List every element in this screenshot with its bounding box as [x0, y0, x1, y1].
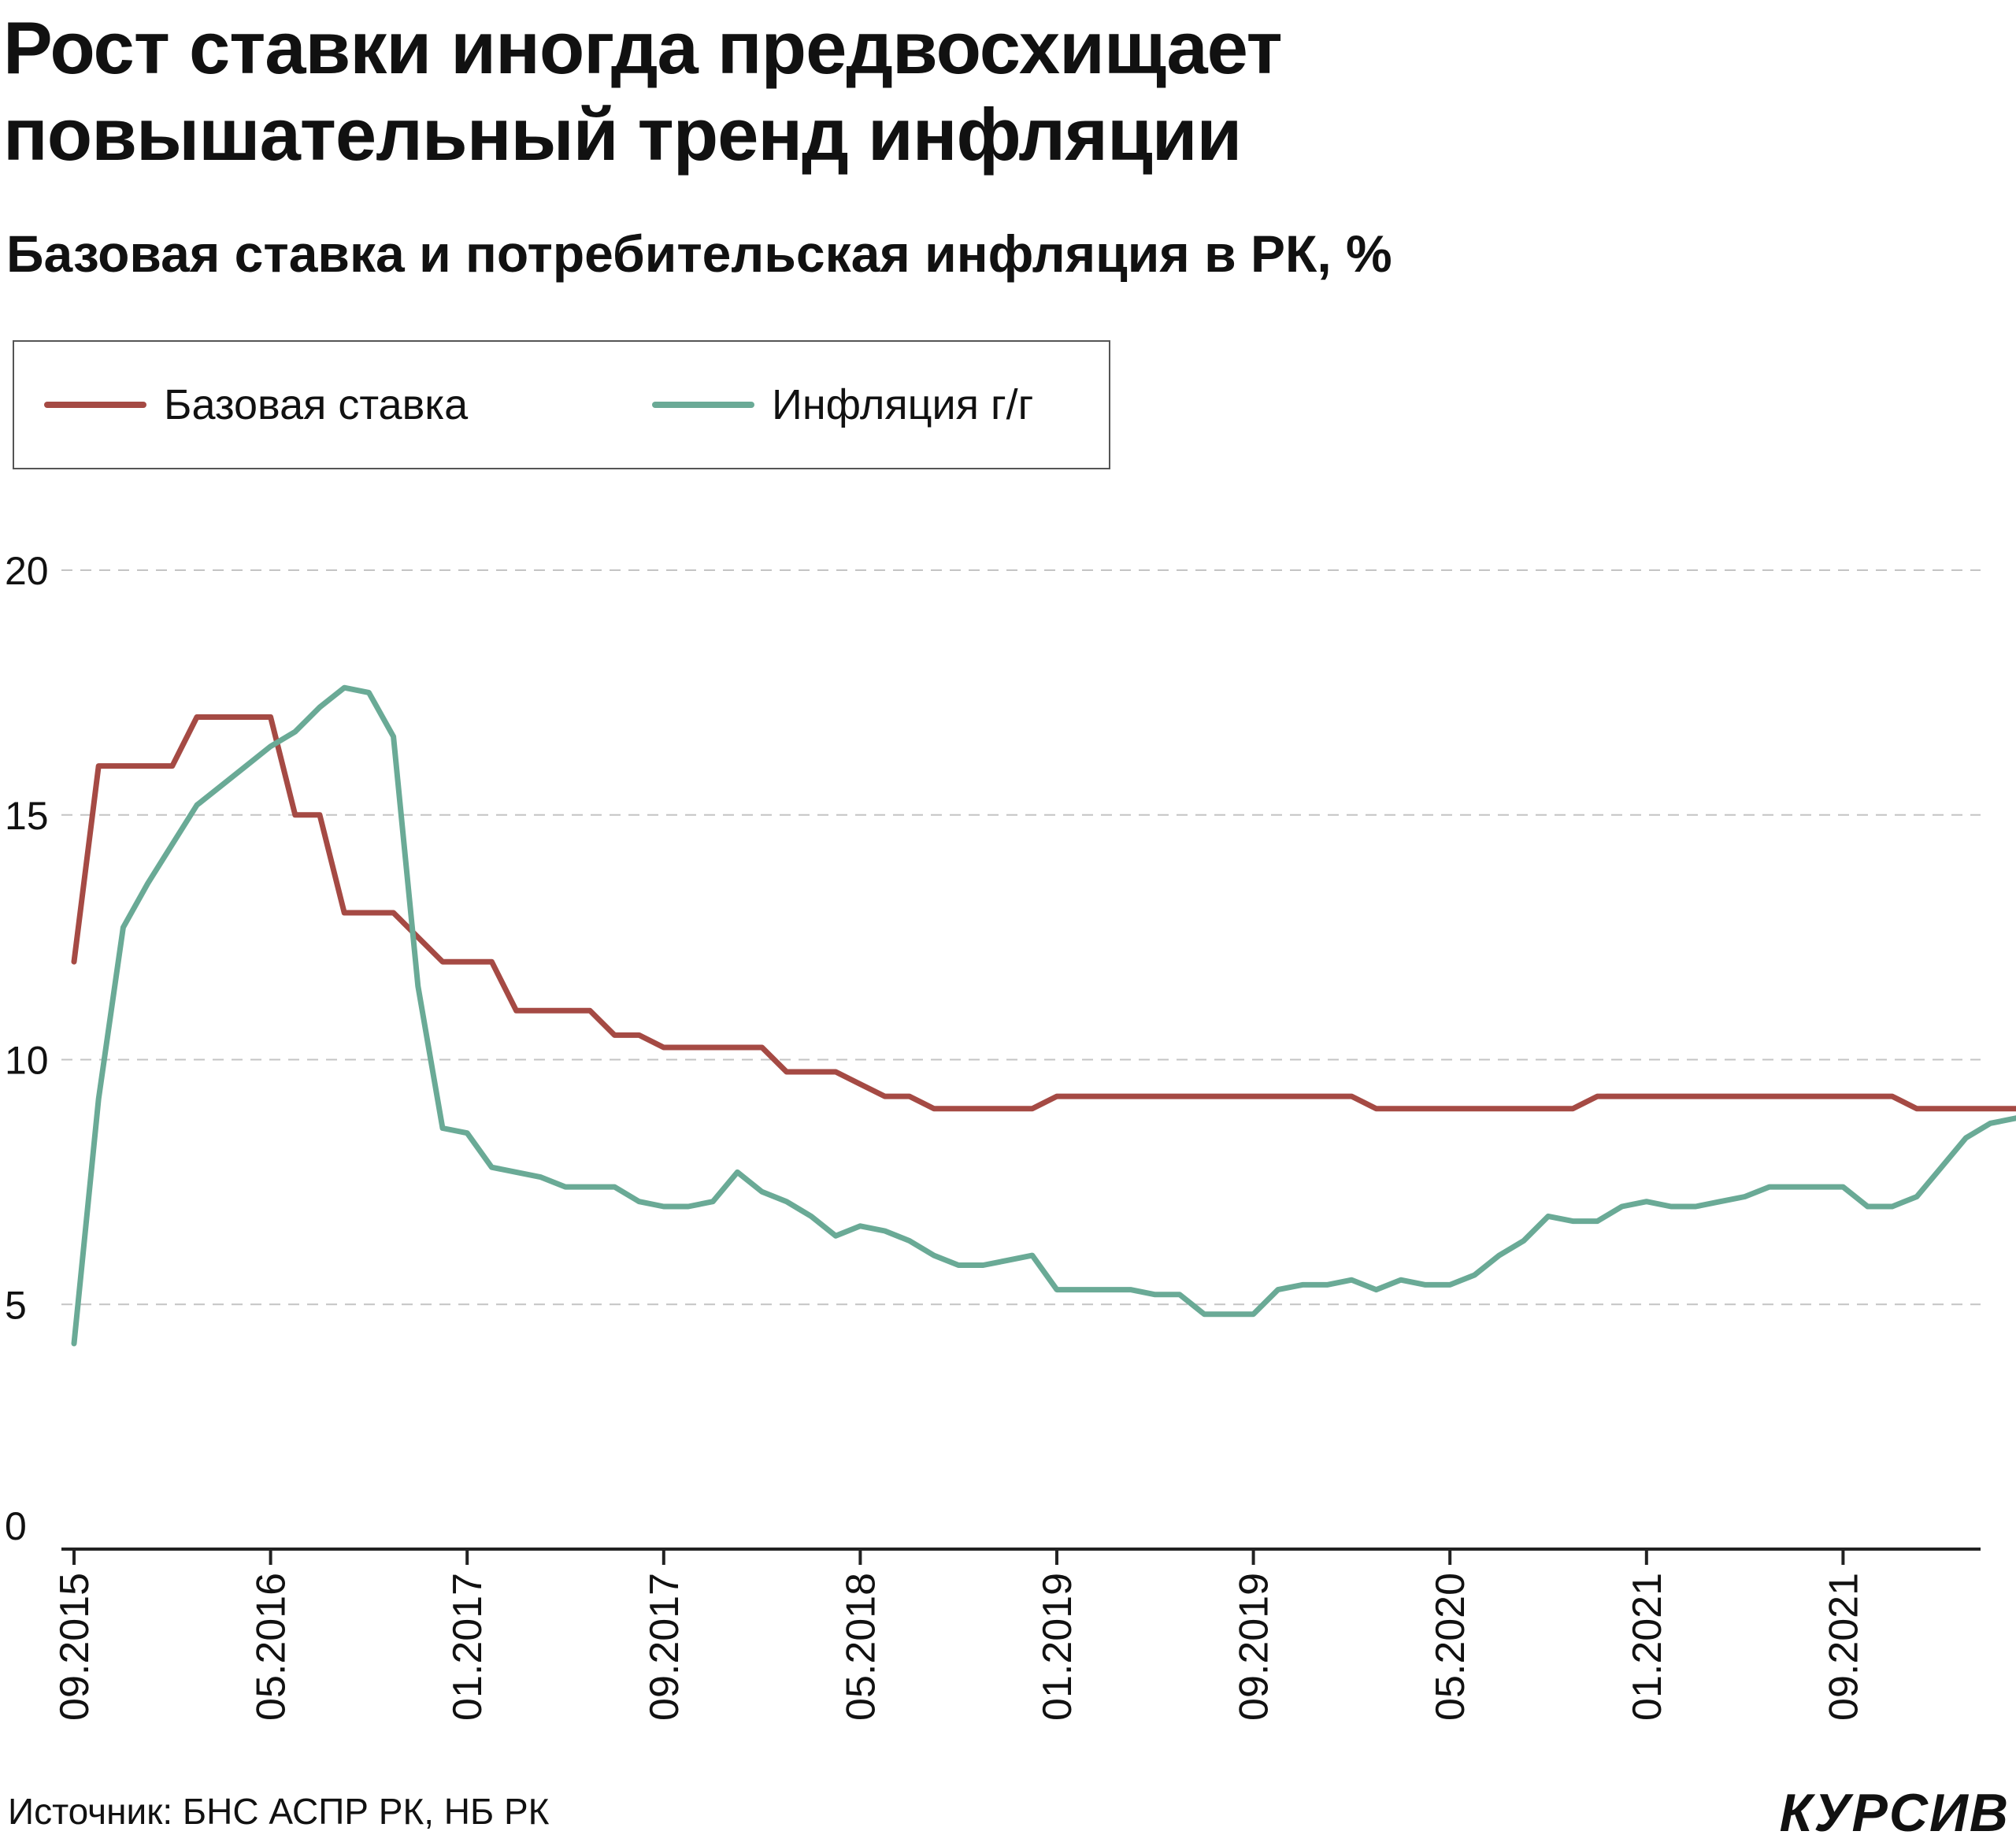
x-tick-label: 09.2021 — [1821, 1573, 1866, 1721]
x-tick-label: 01.2019 — [1035, 1573, 1080, 1721]
series-line-inflation — [71, 684, 2016, 1347]
y-tick-label: 20 — [5, 549, 49, 593]
y-tick-label: 0 — [5, 1504, 27, 1548]
x-tick-label: 09.2017 — [642, 1573, 687, 1721]
x-tick-label: 09.2019 — [1232, 1573, 1277, 1721]
series-line-rate — [71, 714, 2016, 1112]
y-tick-label: 5 — [5, 1283, 27, 1327]
legend-label-rate: Базовая ставка — [164, 381, 469, 428]
legend-swatch-rate — [44, 402, 146, 408]
legend-label-inflation: Инфляция г/г — [772, 381, 1034, 428]
title-line-2: повышательный тренд инфляции — [3, 93, 1242, 176]
x-tick-label: 01.2021 — [1625, 1573, 1670, 1721]
x-tick-label: 05.2018 — [838, 1573, 884, 1721]
legend-swatch-inflation — [652, 402, 754, 408]
legend: Базовая ставка Инфляция г/г — [13, 340, 1110, 469]
legend-item-rate: Базовая ставка — [44, 342, 468, 468]
x-tick-label: 09.2015 — [52, 1573, 98, 1721]
x-tick-label: 05.2020 — [1428, 1573, 1473, 1721]
source-note: Источник: БНС АСПР РК, НБ РК — [8, 1791, 550, 1832]
brand-logo: КУРСИВ — [1779, 1783, 2010, 1843]
chart-subtitle: Базовая ставка и потребительская инфляци… — [6, 224, 1392, 283]
x-tick-label: 05.2016 — [249, 1573, 295, 1721]
y-tick-label: 10 — [5, 1039, 49, 1083]
chart-title: Рост ставки иногда предвосхищает повышат… — [3, 5, 1893, 178]
x-tick-label: 01.2017 — [445, 1573, 491, 1721]
title-line-1: Рост ставки иногда предвосхищает — [3, 6, 1283, 89]
legend-item-inflation: Инфляция г/г — [652, 342, 1033, 468]
y-tick-label: 15 — [5, 794, 49, 838]
